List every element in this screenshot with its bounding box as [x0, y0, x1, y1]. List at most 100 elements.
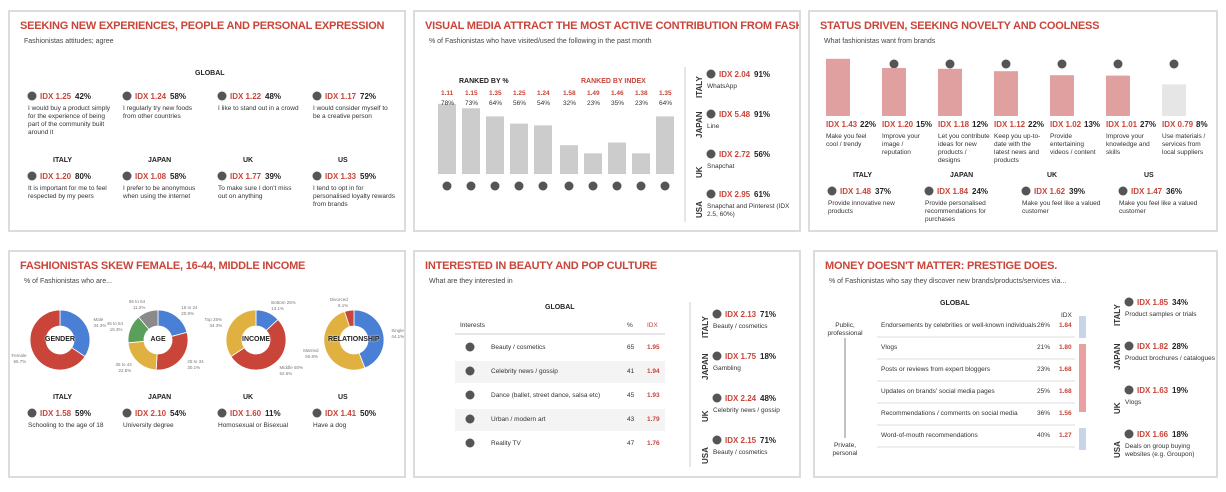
- percent-label: 22%: [860, 120, 877, 129]
- bar: [826, 58, 850, 116]
- item-text: Gambling: [713, 365, 741, 372]
- index-label: IDX 1.08: [135, 172, 167, 181]
- item-text: Make you feel like a valued customer: [1119, 200, 1198, 216]
- segment-name: Female: [11, 352, 27, 358]
- column-header: Interests: [460, 322, 485, 329]
- bar: [1162, 84, 1186, 116]
- icon: [490, 181, 500, 191]
- index-label: IDX 1.66: [1137, 430, 1169, 439]
- country-name: JAPAN: [701, 353, 710, 380]
- country-name: JAPAN: [148, 157, 172, 164]
- row-index: 1.95: [647, 344, 660, 351]
- item-text: University degree: [123, 422, 174, 429]
- percent-value: 56%: [513, 100, 527, 107]
- percent-value: 78%: [441, 100, 455, 107]
- row-index: 1.76: [647, 440, 660, 447]
- tag: [1079, 344, 1086, 412]
- donut-segment: [230, 319, 287, 371]
- icon: [1057, 59, 1067, 69]
- icon: [217, 171, 227, 181]
- bar-text: Improve your image / reputation: [882, 133, 920, 157]
- icon: [712, 309, 722, 319]
- country-name: UK: [695, 166, 704, 178]
- segment-name: Middle 50%: [279, 364, 303, 370]
- panel: INTERESTED IN BEAUTY AND POP CULTURE What…: [413, 250, 801, 478]
- icon: [217, 408, 227, 418]
- percent-value: 23%: [587, 100, 601, 107]
- country-name: UK: [1113, 402, 1122, 414]
- axis-label: Private, personal: [832, 442, 858, 458]
- icon: [538, 181, 548, 191]
- icon: [312, 408, 322, 418]
- row-percent: 47: [627, 440, 635, 447]
- item-text: Product brochures / catalogues: [1125, 355, 1215, 362]
- percent-label: 15%: [916, 120, 933, 129]
- bar: [938, 68, 962, 116]
- index-label: IDX 1.02: [1050, 120, 1082, 129]
- index-value: 1.25: [513, 90, 526, 97]
- panel: VISUAL MEDIA ATTRACT THE MOST ACTIVE CON…: [413, 10, 801, 232]
- index-value: 1.46: [611, 90, 624, 97]
- icon: [312, 171, 322, 181]
- index-label: IDX 1.01: [1106, 120, 1138, 129]
- icon: [465, 366, 475, 376]
- row-index: 1.68: [1059, 366, 1072, 373]
- donut-segment: [127, 340, 158, 371]
- percent-label: 18%: [760, 352, 777, 361]
- icon: [924, 186, 934, 196]
- donut-segment: [29, 309, 86, 371]
- row-percent: 65: [627, 344, 635, 351]
- section-label: GLOBAL: [940, 300, 970, 307]
- panel-title: SEEKING NEW EXPERIENCES, PEOPLE AND PERS…: [20, 20, 385, 32]
- icon: [27, 91, 37, 101]
- segment-value: 44.1%: [391, 333, 405, 339]
- icon: [1124, 385, 1134, 395]
- panel-graphics: [27, 91, 322, 181]
- percent-label: 58%: [170, 172, 187, 181]
- row-index: 1.79: [647, 416, 660, 423]
- country-name: JAPAN: [950, 172, 974, 179]
- segment-name: Top 25%: [204, 317, 223, 322]
- index-value: 1.24: [537, 90, 550, 97]
- panel: FASHIONISTAS SKEW FEMALE, 16-44, MIDDLE …: [8, 250, 406, 478]
- panel: SEEKING NEW EXPERIENCES, PEOPLE AND PERS…: [8, 10, 406, 232]
- segment-name: Single: [391, 327, 404, 333]
- bar: [994, 71, 1018, 116]
- percent-label: 59%: [360, 172, 377, 181]
- icon: [1021, 186, 1031, 196]
- segment-name: Male: [93, 317, 104, 322]
- icon: [465, 342, 475, 352]
- index-value: 1.38: [635, 90, 648, 97]
- donut-segment: [353, 309, 385, 369]
- panel-subtitle: % of Fashionistas who say they discover …: [829, 278, 1067, 285]
- country-name: US: [338, 394, 348, 401]
- panel-subtitle: Fashionistas attitudes; agree: [24, 38, 114, 45]
- panel-title: MONEY DOESN'T MATTER: PRESTIGE DOES.: [825, 260, 1058, 272]
- index-label: IDX 1.20: [40, 172, 72, 181]
- index-value: 1.15: [465, 90, 478, 97]
- segment-name: Married: [303, 347, 319, 353]
- bar-text: Make you feel cool / trendy: [826, 133, 867, 149]
- index-value: 1.58: [563, 90, 576, 97]
- percent-value: 35%: [611, 100, 625, 107]
- percent-label: 48%: [760, 394, 777, 403]
- percent-value: 64%: [659, 100, 673, 107]
- donut-label: AGE: [150, 336, 166, 343]
- percent-label: 39%: [1069, 187, 1086, 196]
- country-name: USA: [701, 447, 710, 464]
- percent-label: 91%: [754, 70, 771, 79]
- icon: [706, 69, 716, 79]
- segment-value: 22.5%: [118, 368, 132, 374]
- bar-text: Use materials / services from local supp…: [1162, 133, 1206, 157]
- donut-segment: [59, 309, 91, 358]
- index-label: IDX 1.12: [994, 120, 1026, 129]
- percent-value: 73%: [465, 100, 479, 107]
- row-text: Beauty / cosmetics: [491, 344, 546, 351]
- segment-value: 52.6%: [279, 370, 293, 376]
- index-label: IDX 1.33: [325, 172, 357, 181]
- panel-subtitle: What fashionistas want from brands: [824, 38, 936, 45]
- percent-label: 19%: [1172, 386, 1189, 395]
- row-text: Endorsements by celebrities or well-know…: [881, 322, 1037, 329]
- index-label: IDX 1.77: [230, 172, 262, 181]
- percent-label: 91%: [754, 110, 771, 119]
